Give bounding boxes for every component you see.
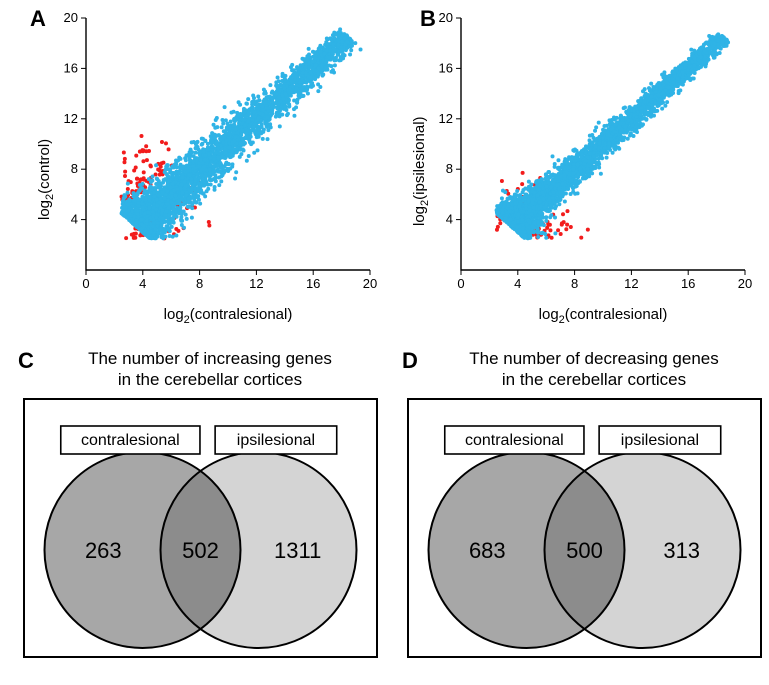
svg-text:4: 4 (71, 212, 78, 227)
svg-text:4: 4 (446, 212, 453, 227)
panel-b-ylabel: log2(ipsilesional) (411, 116, 431, 226)
svg-text:8: 8 (196, 276, 203, 291)
panel-c-box: 2635021311contralesionalipsilesional (23, 398, 378, 658)
svg-text:12: 12 (439, 111, 453, 126)
svg-text:8: 8 (446, 161, 453, 176)
svg-text:16: 16 (681, 276, 695, 291)
panel-a-scatter: 0 4 8 12 16 20 4 8 12 16 20 log2(control) log2(con… (30, 10, 380, 330)
panel-b-xlabel: log2(contralesional) (405, 306, 745, 326)
scatter-b-svg: 0 4 8 12 16 20 4 8 12 16 20 (405, 10, 755, 310)
panel-d-box: 683500313contralesionalipsilesional (407, 398, 762, 658)
svg-text:20: 20 (363, 276, 377, 291)
panel-a-ylabel: log2(control) (36, 139, 56, 220)
panel-d-title-line2: in the cerebellar cortices (502, 370, 686, 389)
svg-text:16: 16 (439, 60, 453, 75)
scatter-a-svg: 0 4 8 12 16 20 4 8 12 16 20 (30, 10, 380, 310)
panel-c-title: The number of increasing genes in the ce… (40, 348, 380, 391)
venn-d-svg: 683500313contralesionalipsilesional (409, 400, 760, 656)
svg-text:12: 12 (249, 276, 263, 291)
panel-d-title: The number of decreasing genes in the ce… (424, 348, 764, 391)
svg-text:16: 16 (64, 60, 78, 75)
svg-text:16: 16 (306, 276, 320, 291)
panel-c-venn: The number of increasing genes in the ce… (18, 348, 378, 678)
venn-c-svg: 2635021311contralesionalipsilesional (25, 400, 376, 656)
svg-text:8: 8 (571, 276, 578, 291)
svg-text:12: 12 (64, 111, 78, 126)
svg-text:8: 8 (71, 161, 78, 176)
svg-text:4: 4 (514, 276, 521, 291)
panel-d-title-line1: The number of decreasing genes (469, 349, 719, 368)
panel-d-venn: The number of decreasing genes in the ce… (402, 348, 762, 678)
panel-c-title-line2: in the cerebellar cortices (118, 370, 302, 389)
panel-c-title-line1: The number of increasing genes (88, 349, 332, 368)
svg-text:4: 4 (139, 276, 146, 291)
figure: A B 04812162048121620 log2(control) log2… (0, 0, 769, 685)
svg-text:20: 20 (738, 276, 752, 291)
svg-text:0: 0 (82, 276, 89, 291)
panel-b-scatter: 0 4 8 12 16 20 4 8 12 16 20 log2(ipsilesional) log… (405, 10, 755, 330)
svg-text:20: 20 (64, 10, 78, 25)
svg-text:0: 0 (457, 276, 464, 291)
svg-text:20: 20 (439, 10, 453, 25)
svg-text:12: 12 (624, 276, 638, 291)
panel-a-xlabel: log2(contralesional) (30, 306, 370, 326)
